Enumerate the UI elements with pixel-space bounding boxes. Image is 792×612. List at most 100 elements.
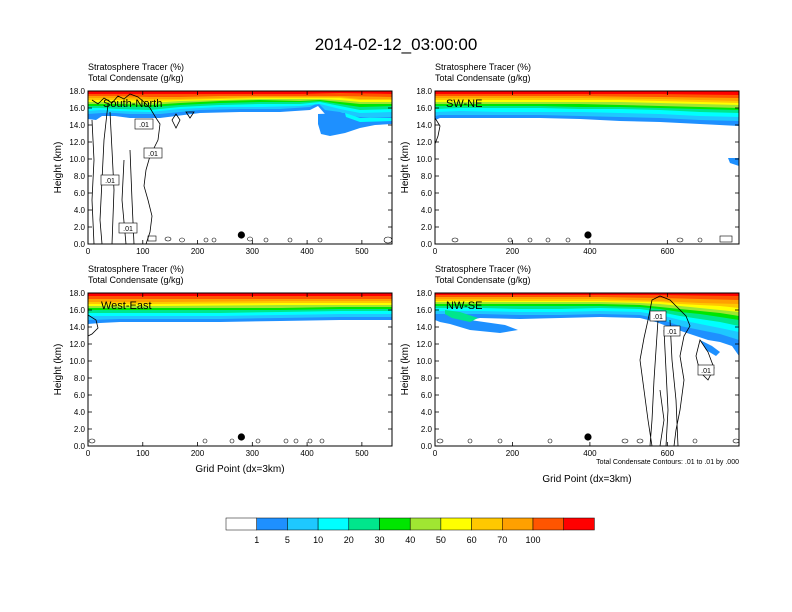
condensate-contours xyxy=(639,295,715,446)
surface-small-contours xyxy=(88,438,325,444)
x-tick-label: 200 xyxy=(506,449,520,458)
colorbar-swatch xyxy=(317,517,350,531)
y-tick-label: 12.0 xyxy=(69,138,85,147)
y-tick-label: 12.0 xyxy=(69,340,85,349)
tracer-low-lobe xyxy=(445,310,478,322)
colorbar-label: 100 xyxy=(525,535,540,545)
tracer-fill xyxy=(435,91,739,243)
y-tick-label: 4.0 xyxy=(421,408,433,417)
y-tick-label: 8.0 xyxy=(421,172,433,181)
x-tick-label: 600 xyxy=(661,449,675,458)
tracer-band-11 xyxy=(435,91,739,95)
x-tick-label: 400 xyxy=(583,247,597,256)
y-tick-label: 8.0 xyxy=(421,374,433,383)
y-tick-label: 0.0 xyxy=(74,240,86,249)
tracer-fill xyxy=(88,293,392,444)
colorbar-swatch xyxy=(532,517,564,531)
colorbar-label: 70 xyxy=(497,535,507,545)
plot-frame xyxy=(87,292,393,447)
location-marker xyxy=(237,433,245,441)
y-tick-label: 10.0 xyxy=(69,155,85,164)
figure-title: 2014-02-12_03:00:00 xyxy=(315,35,478,54)
surface-small-contours xyxy=(436,438,739,444)
panel-field-label-tracer: Stratosphere Tracer (%) xyxy=(435,264,531,274)
panel-field-label-condensate: Total Condensate (g/kg) xyxy=(88,275,184,285)
colorbar-swatch xyxy=(256,517,288,531)
location-marker xyxy=(237,231,245,239)
tracer-band-11 xyxy=(435,293,739,296)
y-tick-label: 14.0 xyxy=(69,121,85,130)
colorbar-swatch xyxy=(348,517,380,531)
y-tick-label: 10.0 xyxy=(416,155,432,164)
x-tick-label: 100 xyxy=(136,449,150,458)
y-tick-label: 6.0 xyxy=(421,391,433,400)
contour-label-group: .01 .01 .01 xyxy=(649,310,715,376)
x-tick-label: 0 xyxy=(433,449,438,458)
panel-sw-ne: Stratosphere Tracer (%) Total Condensate… xyxy=(400,62,740,256)
panel-label: SW-NE xyxy=(446,98,482,110)
tracer-band-11 xyxy=(88,293,392,296)
x-tick-label: 300 xyxy=(246,449,260,458)
y-tick-label: 16.0 xyxy=(416,104,432,113)
tracer-band-11 xyxy=(88,91,392,94)
y-tick-label: 14.0 xyxy=(416,121,432,130)
x-tick-label: 200 xyxy=(191,449,205,458)
y-axis-label: Height (km) xyxy=(400,142,411,194)
colorbar-label: 10 xyxy=(313,535,323,545)
contour-label: .01 xyxy=(653,314,663,321)
colorbar-swatch xyxy=(471,517,503,531)
tracer-fill xyxy=(435,293,739,446)
colorbar-swatch xyxy=(502,517,534,531)
y-tick-label: 10.0 xyxy=(416,357,432,366)
plot-frame xyxy=(434,90,740,245)
x-axis-label: Grid Point (dx=3km) xyxy=(195,464,284,475)
y-axis-label: Height (km) xyxy=(53,344,64,396)
colorbar-label: 20 xyxy=(344,535,354,545)
colorbar-label: 60 xyxy=(467,535,477,545)
panel-field-label-tracer: Stratosphere Tracer (%) xyxy=(435,62,531,72)
x-tick-label: 500 xyxy=(355,247,369,256)
panel-field-label-tracer: Stratosphere Tracer (%) xyxy=(88,62,184,72)
tracer-low-lobe-2 xyxy=(700,340,720,356)
colorbar-swatch xyxy=(440,517,472,531)
y-tick-label: 16.0 xyxy=(69,306,85,315)
x-tick-label: 0 xyxy=(86,449,91,458)
surface-small-contours xyxy=(451,235,733,243)
location-marker xyxy=(584,231,592,239)
condensate-contours xyxy=(88,314,99,337)
x-tick-label: 400 xyxy=(583,449,597,458)
y-tick-label: 2.0 xyxy=(421,425,433,434)
panel-label: NW-SE xyxy=(446,300,482,312)
panel-south-north: Stratosphere Tracer (%) Total Condensate… xyxy=(53,62,393,256)
surface-small-contours xyxy=(147,235,392,244)
contour-label: .01 xyxy=(139,122,149,129)
axes: 0.0 2.0 4.0 6.0 8.0 10.0 12.0 14.0 16.0 18.0 0 200 4… xyxy=(400,289,739,485)
y-tick-label: 0.0 xyxy=(74,442,86,451)
y-tick-label: 0.0 xyxy=(421,442,433,451)
panel-field-label-tracer: Stratosphere Tracer (%) xyxy=(88,264,184,274)
contour-label: .01 xyxy=(123,226,133,233)
x-tick-label: 200 xyxy=(506,247,520,256)
y-tick-label: 4.0 xyxy=(421,206,433,215)
colorbar-swatch xyxy=(379,517,411,531)
y-tick-label: 6.0 xyxy=(74,189,86,198)
condensate-contours xyxy=(435,117,441,145)
x-tick-label: 300 xyxy=(246,247,260,256)
panel-label: South-North xyxy=(103,98,162,110)
y-tick-label: 8.0 xyxy=(74,374,86,383)
panel-field-label-condensate: Total Condensate (g/kg) xyxy=(435,73,531,83)
contour-label: .01 xyxy=(148,151,158,158)
colorbar-swatch xyxy=(225,517,257,531)
colorbar-label: 50 xyxy=(436,535,446,545)
tracer-low-lobe-2 xyxy=(345,113,392,122)
y-tick-label: 18.0 xyxy=(416,87,432,96)
plot-frame xyxy=(434,292,740,447)
axes: 0.0 2.0 4.0 6.0 8.0 10.0 12.0 14.0 16.0 18.0 0 100 2… xyxy=(53,87,392,256)
colorbar-swatch xyxy=(287,517,319,531)
y-tick-label: 4.0 xyxy=(74,408,86,417)
y-tick-label: 6.0 xyxy=(421,189,433,198)
colorbar-swatch xyxy=(409,517,442,531)
y-tick-label: 14.0 xyxy=(416,323,432,332)
tracer-fill xyxy=(88,91,392,244)
